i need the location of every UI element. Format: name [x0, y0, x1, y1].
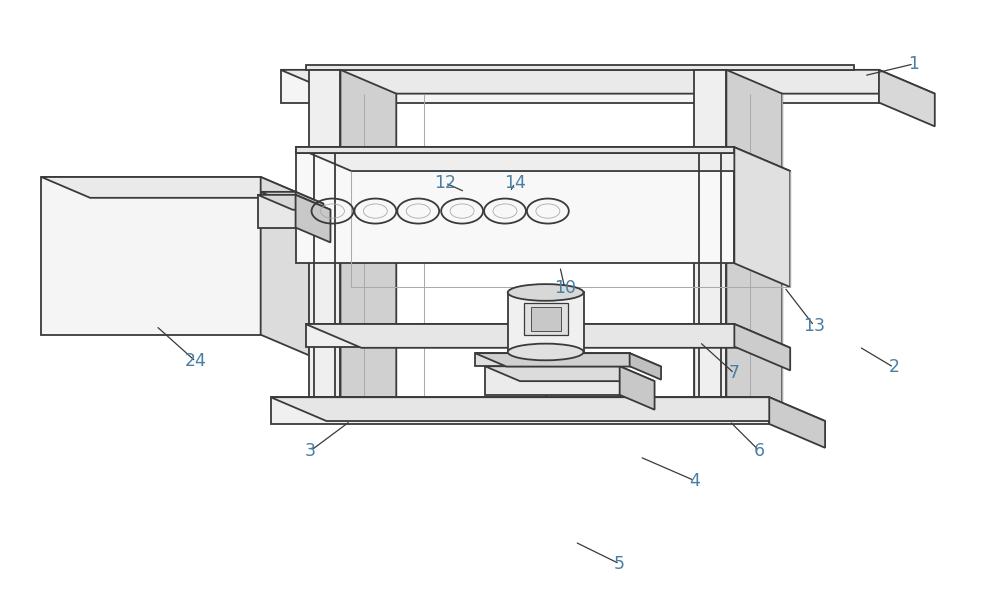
Polygon shape	[485, 366, 655, 381]
Polygon shape	[296, 147, 790, 171]
Polygon shape	[694, 70, 726, 397]
Bar	[524, 303, 568, 335]
Polygon shape	[879, 70, 935, 126]
Polygon shape	[296, 147, 734, 153]
Text: 1: 1	[908, 55, 919, 73]
Polygon shape	[296, 147, 734, 263]
Text: 5: 5	[614, 555, 625, 573]
Polygon shape	[258, 195, 296, 228]
Text: 24: 24	[185, 352, 207, 371]
Polygon shape	[306, 65, 854, 70]
Text: 12: 12	[434, 174, 456, 192]
Polygon shape	[271, 397, 825, 421]
Polygon shape	[309, 70, 340, 397]
Polygon shape	[475, 353, 661, 367]
Polygon shape	[630, 353, 661, 380]
Bar	[531, 307, 561, 331]
Polygon shape	[261, 192, 323, 204]
Polygon shape	[261, 192, 296, 225]
Bar	[508, 292, 584, 352]
Text: 7: 7	[729, 364, 740, 382]
Polygon shape	[306, 324, 734, 347]
Polygon shape	[620, 366, 655, 410]
Polygon shape	[281, 70, 879, 103]
Polygon shape	[309, 397, 396, 421]
Polygon shape	[281, 70, 935, 94]
Polygon shape	[296, 195, 330, 242]
Text: 2: 2	[888, 358, 899, 377]
Text: 4: 4	[689, 472, 700, 490]
Ellipse shape	[508, 344, 584, 361]
Polygon shape	[769, 397, 825, 448]
Text: 14: 14	[504, 174, 526, 192]
Text: 6: 6	[754, 442, 765, 460]
Polygon shape	[258, 195, 330, 210]
Polygon shape	[41, 177, 261, 335]
Polygon shape	[726, 70, 782, 421]
Polygon shape	[340, 70, 396, 421]
Polygon shape	[734, 147, 790, 287]
Polygon shape	[41, 177, 310, 198]
Polygon shape	[271, 397, 769, 424]
Text: 10: 10	[554, 279, 576, 297]
Polygon shape	[475, 353, 630, 366]
Text: 3: 3	[305, 442, 316, 460]
Polygon shape	[306, 324, 790, 348]
Ellipse shape	[508, 284, 584, 301]
Text: 13: 13	[803, 317, 825, 335]
Polygon shape	[694, 397, 782, 421]
Polygon shape	[485, 366, 620, 395]
Polygon shape	[261, 177, 310, 356]
Polygon shape	[734, 324, 790, 370]
Polygon shape	[296, 192, 323, 236]
